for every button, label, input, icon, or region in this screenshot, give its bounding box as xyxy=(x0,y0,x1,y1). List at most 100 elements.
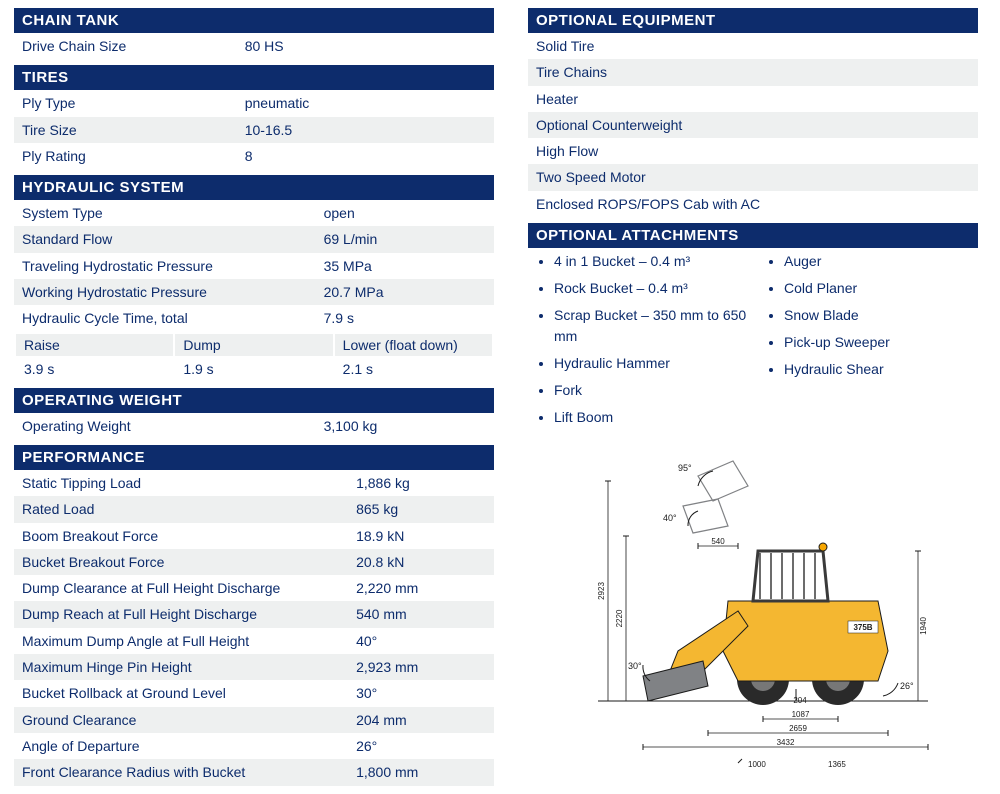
spec-value: 2,220 mm xyxy=(356,578,518,598)
spec-row: Traveling Hydrostatic Pressure35 MPa xyxy=(14,253,494,279)
header-chain-tank: CHAIN TANK xyxy=(14,8,494,33)
spec-value: 1,800 mm xyxy=(356,762,518,782)
list-item: Pick-up Sweeper xyxy=(784,329,978,356)
spec-label: Hydraulic Cycle Time, total xyxy=(22,308,324,328)
spec-value: 3,100 kg xyxy=(324,416,486,436)
spec-label: Boom Breakout Force xyxy=(22,526,356,546)
spec-row: Ply Typepneumatic xyxy=(14,90,494,116)
spec-label: Bucket Rollback at Ground Level xyxy=(22,683,356,703)
spec-label: Dump Clearance at Full Height Discharge xyxy=(22,578,356,598)
spec-label: Rated Load xyxy=(22,499,356,519)
spec-value: 2,923 mm xyxy=(356,657,518,677)
spec-label: Tire Size xyxy=(22,120,245,140)
list-item: Cold Planer xyxy=(784,275,978,302)
spec-label: Angle of Departure xyxy=(22,736,356,756)
spec-row: Tire Size10-16.5 xyxy=(14,117,494,143)
cycle-head-raise: Raise xyxy=(16,334,173,356)
spec-value: 20.7 MPa xyxy=(324,282,486,302)
list-item: Two Speed Motor xyxy=(528,164,978,190)
svg-text:1000: 1000 xyxy=(748,760,766,769)
svg-text:540: 540 xyxy=(711,537,725,546)
list-item: Rock Bucket – 0.4 m³ xyxy=(554,275,748,302)
list-item: Solid Tire xyxy=(528,33,978,59)
svg-text:2220: 2220 xyxy=(615,609,624,627)
header-op-weight: OPERATING WEIGHT xyxy=(14,388,494,413)
spec-label: Maximum Dump Angle at Full Height xyxy=(22,631,356,651)
spec-label: System Type xyxy=(22,203,324,223)
spec-value: 20.8 kN xyxy=(356,552,518,572)
spec-value: 1,886 kg xyxy=(356,473,518,493)
list-item: Hydraulic Hammer xyxy=(554,350,748,377)
list-item: Hydraulic Shear xyxy=(784,356,978,383)
spec-row: Rated Load865 kg xyxy=(14,496,494,522)
spec-value: pneumatic xyxy=(245,93,407,113)
svg-text:40°: 40° xyxy=(663,513,677,523)
list-item: Tire Chains xyxy=(528,59,978,85)
list-item: Fork xyxy=(554,377,748,404)
spec-row: Working Hydrostatic Pressure20.7 MPa xyxy=(14,279,494,305)
spec-label: Static Tipping Load xyxy=(22,473,356,493)
spec-row: Boom Breakout Force18.9 kN xyxy=(14,523,494,549)
spec-row: Operating Weight3,100 kg xyxy=(14,413,494,439)
spec-value: 204 mm xyxy=(356,710,518,730)
list-item: Auger xyxy=(784,248,978,275)
spec-row: Dump Reach at Full Height Discharge540 m… xyxy=(14,601,494,627)
spec-row: Hydraulic Cycle Time, total7.9 s xyxy=(14,305,494,331)
spec-row: Static Tipping Load1,886 kg xyxy=(14,470,494,496)
spec-value: 7.9 s xyxy=(324,308,486,328)
cycle-head-dump: Dump xyxy=(175,334,332,356)
spec-label: Front Clearance Radius with Bucket xyxy=(22,762,356,782)
spec-value: 35 MPa xyxy=(324,256,486,276)
svg-text:204: 204 xyxy=(793,696,807,705)
svg-text:375B: 375B xyxy=(853,623,872,632)
spec-label: Drive Chain Size xyxy=(22,36,245,56)
cycle-val-dump: 1.9 s xyxy=(175,358,332,380)
svg-text:1087: 1087 xyxy=(792,710,810,719)
spec-value: 18.9 kN xyxy=(356,526,518,546)
spec-label: Ply Rating xyxy=(22,146,245,166)
spec-value: 80 HS xyxy=(245,36,407,56)
cycle-val-lower: 2.1 s xyxy=(335,358,492,380)
list-item: Enclosed ROPS/FOPS Cab with AC xyxy=(528,191,978,217)
header-optional-equipment: OPTIONAL EQUIPMENT xyxy=(528,8,978,33)
spec-value: open xyxy=(324,203,486,223)
spec-label: Operating Weight xyxy=(22,416,324,436)
spec-label: Standard Flow xyxy=(22,229,324,249)
list-item: Lift Boom xyxy=(554,404,748,431)
spec-label: Ground Clearance xyxy=(22,710,356,730)
spec-row: System Typeopen xyxy=(14,200,494,226)
header-performance: PERFORMANCE xyxy=(14,445,494,470)
spec-row: Front Clearance Radius with Bucket1,800 … xyxy=(14,759,494,785)
list-item: High Flow xyxy=(528,138,978,164)
spec-value: 540 mm xyxy=(356,604,518,624)
cycle-head-lower: Lower (float down) xyxy=(335,334,492,356)
dimension-diagram: 375B 95° 40° 30° 26° 2923 2220 1940 540 204 1087 26… xyxy=(528,451,978,774)
header-hydraulic: HYDRAULIC SYSTEM xyxy=(14,175,494,200)
spec-value: 865 kg xyxy=(356,499,518,519)
header-optional-attachments: OPTIONAL ATTACHMENTS xyxy=(528,223,978,248)
spec-value: 30° xyxy=(356,683,518,703)
spec-label: Traveling Hydrostatic Pressure xyxy=(22,256,324,276)
svg-text:2923: 2923 xyxy=(597,582,606,600)
svg-text:26°: 26° xyxy=(900,681,914,691)
spec-row: Ground Clearance204 mm xyxy=(14,707,494,733)
spec-row: Maximum Hinge Pin Height2,923 mm xyxy=(14,654,494,680)
spec-row: Ply Rating8 xyxy=(14,143,494,169)
spec-value: 10-16.5 xyxy=(245,120,407,140)
spec-label: Working Hydrostatic Pressure xyxy=(22,282,324,302)
svg-text:95°: 95° xyxy=(678,463,692,473)
header-tires: TIRES xyxy=(14,65,494,90)
list-item: Scrap Bucket – 350 mm to 650 mm xyxy=(554,302,748,350)
spec-label: Bucket Breakout Force xyxy=(22,552,356,572)
spec-row: Angle of Departure26° xyxy=(14,733,494,759)
svg-text:2659: 2659 xyxy=(789,724,807,733)
svg-text:1940: 1940 xyxy=(919,617,928,635)
spec-value: 40° xyxy=(356,631,518,651)
spec-label: Ply Type xyxy=(22,93,245,113)
spec-row: Bucket Rollback at Ground Level30° xyxy=(14,680,494,706)
spec-row: Maximum Dump Angle at Full Height40° xyxy=(14,628,494,654)
list-item: Optional Counterweight xyxy=(528,112,978,138)
svg-text:30°: 30° xyxy=(628,661,642,671)
spec-row: Bucket Breakout Force20.8 kN xyxy=(14,549,494,575)
spec-value: 69 L/min xyxy=(324,229,486,249)
